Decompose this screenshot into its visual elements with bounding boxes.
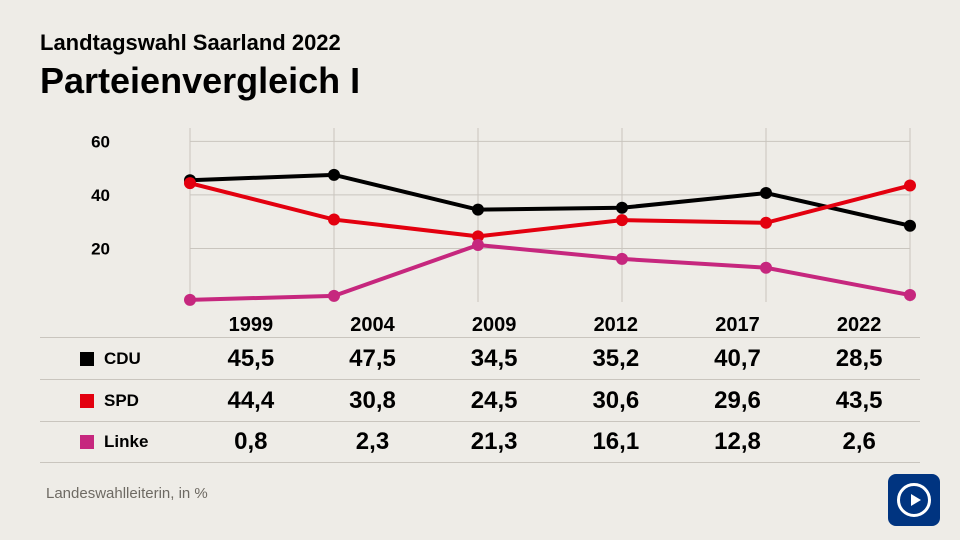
series-marker [184,294,196,306]
data-row-linke: Linke 0,82,321,316,112,82,6 [40,421,920,463]
series-marker [184,177,196,189]
spacer [40,314,190,337]
value-cell: 16,1 [555,428,677,456]
series-line-linke [190,245,910,300]
value-cell: 40,7 [677,345,799,373]
color-swatch [80,435,94,449]
value-cell: 34,5 [433,345,555,373]
series-marker [760,187,772,199]
legend-cell: CDU [40,349,190,369]
year-label: 2017 [677,314,799,337]
ytick-label: 20 [91,239,110,258]
subtitle: Landtagswahl Saarland 2022 [40,30,920,56]
series-marker [616,214,628,226]
series-name: SPD [104,391,139,411]
value-cell: 47,5 [312,345,434,373]
series-marker [328,214,340,226]
chart-svg: 20 40 60 [40,120,920,310]
series-line-cdu [190,175,910,226]
legend-cell: Linke [40,432,190,452]
series-marker [760,217,772,229]
series-marker [904,289,916,301]
x-axis-labels: 199920042009201220172022 [40,314,920,337]
value-cell: 2,3 [312,428,434,456]
series-marker [472,239,484,251]
color-swatch [80,352,94,366]
logo-circle [897,483,931,517]
data-row-cdu: CDU 45,547,534,535,240,728,5 [40,337,920,379]
year-label: 2022 [798,314,920,337]
value-cell: 45,5 [190,345,312,373]
series-marker [328,290,340,302]
value-cell: 30,8 [312,387,434,415]
value-cell: 12,8 [677,428,799,456]
year-label: 1999 [190,314,312,337]
source-footer: Landeswahlleiterin, in % [40,485,920,502]
value-cell: 24,5 [433,387,555,415]
data-row-spd: SPD 44,430,824,530,629,643,5 [40,379,920,421]
series-marker [760,262,772,274]
series-marker [904,180,916,192]
chart-title: Parteienvergleich I [40,60,920,102]
value-cell: 44,4 [190,387,312,415]
year-label: 2004 [312,314,434,337]
value-cell: 30,6 [555,387,677,415]
value-cell: 43,5 [798,387,920,415]
series-marker [616,253,628,265]
value-cell: 29,6 [677,387,799,415]
series-marker [328,169,340,181]
value-cell: 21,3 [433,428,555,456]
line-chart: 20 40 60 [40,120,920,310]
series-marker [904,220,916,232]
year-label: 2012 [555,314,677,337]
series-name: CDU [104,349,141,369]
series-name: Linke [104,432,148,452]
series-marker [616,202,628,214]
value-cell: 0,8 [190,428,312,456]
series-marker [472,204,484,216]
value-cell: 28,5 [798,345,920,373]
value-cell: 2,6 [798,428,920,456]
page: Landtagswahl Saarland 2022 Parteienvergl… [0,0,960,540]
year-label: 2009 [433,314,555,337]
ytick-label: 60 [91,132,110,151]
value-cell: 35,2 [555,345,677,373]
play-triangle-icon [911,494,921,506]
broadcaster-logo [888,474,940,526]
ytick-label: 40 [91,186,110,205]
data-table: CDU 45,547,534,535,240,728,5 SPD 44,430,824… [40,337,920,463]
legend-cell: SPD [40,391,190,411]
color-swatch [80,394,94,408]
